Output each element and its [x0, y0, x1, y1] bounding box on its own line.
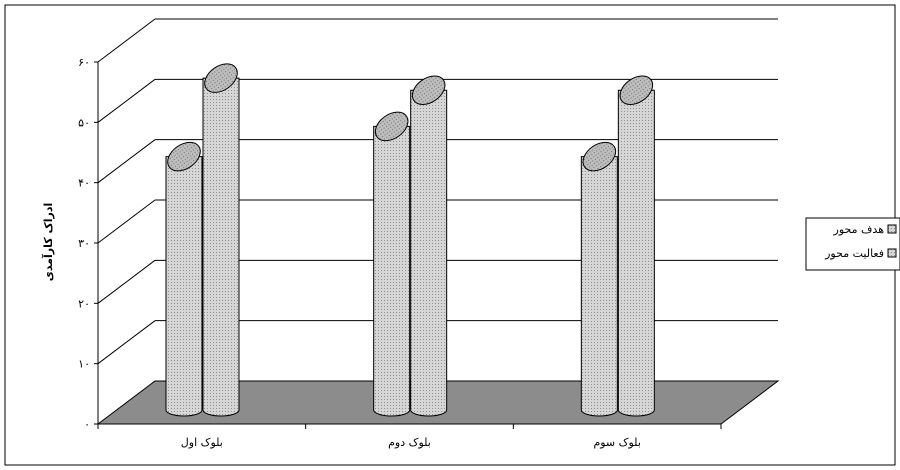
legend-label: فعالیت محور — [824, 247, 884, 260]
bar-hadaf-3 — [580, 156, 618, 417]
y-tick-label: ۰ — [84, 418, 90, 431]
gridline-depth — [97, 18, 156, 63]
bar-faaliyat-2 — [410, 89, 448, 417]
legend-swatch — [887, 224, 897, 234]
bar-top — [619, 75, 654, 105]
gridline-depth — [97, 78, 156, 123]
y-tick-label: ۶۰ — [78, 56, 90, 69]
legend-swatch — [887, 248, 897, 258]
x-category-label: بلوک دوم — [388, 436, 431, 449]
bar-top — [167, 141, 201, 172]
gridline-depth — [97, 320, 156, 365]
x-category-label: بلوک اول — [181, 436, 223, 449]
bar-faaliyat-1 — [202, 77, 240, 417]
legend-box — [805, 217, 900, 271]
bar-faaliyat-3 — [617, 89, 655, 417]
gridline-depth — [97, 199, 156, 244]
gridline-depth — [97, 259, 156, 304]
y-tick-label: ۳۰ — [78, 237, 90, 250]
bar-hadaf-1 — [165, 156, 203, 417]
bar-top — [204, 63, 238, 93]
gridline-depth — [97, 139, 156, 184]
bar-hadaf-2 — [373, 125, 411, 417]
y-tick-label: ۱۰ — [78, 358, 90, 371]
bar-top — [411, 75, 446, 105]
legend-label: هدف محور — [833, 223, 885, 236]
y-tick-label: ۵۰ — [78, 116, 90, 129]
bar-top — [374, 111, 409, 142]
bar-top — [582, 141, 617, 172]
y-tick-label: ۴۰ — [78, 177, 90, 190]
x-category-label: بلوک سوم — [593, 436, 640, 449]
y-axis-label: ادراک کارآمدی — [41, 203, 55, 282]
y-tick-label: ۲۰ — [78, 297, 90, 310]
